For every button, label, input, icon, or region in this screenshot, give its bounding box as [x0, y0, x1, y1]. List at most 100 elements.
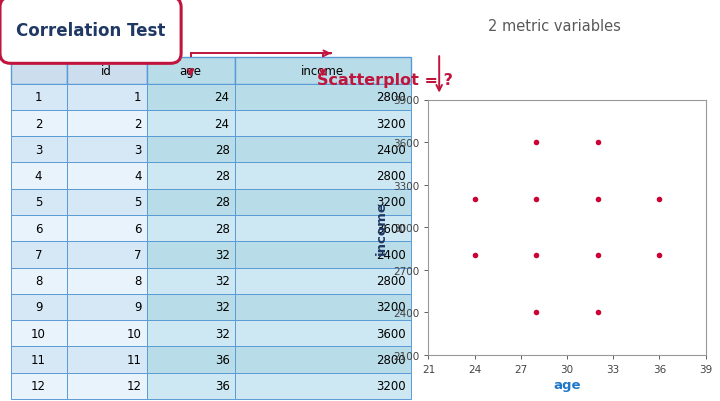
Text: 3600: 3600: [376, 222, 405, 235]
Point: [531, 253, 542, 259]
Bar: [147, 294, 235, 320]
Bar: [66, 346, 147, 373]
Text: 7: 7: [35, 248, 42, 261]
Bar: [235, 84, 410, 111]
Bar: [11, 111, 66, 137]
Bar: [66, 373, 147, 399]
Bar: [11, 242, 66, 268]
Y-axis label: income: income: [374, 200, 387, 255]
Bar: [66, 58, 147, 84]
Text: age: age: [179, 65, 202, 78]
Bar: [66, 137, 147, 163]
Bar: [11, 268, 66, 294]
Text: 3200: 3200: [376, 301, 405, 314]
Point: [469, 253, 480, 259]
Text: 2: 2: [35, 117, 42, 130]
Text: 1: 1: [35, 91, 42, 104]
Point: [654, 196, 665, 203]
Point: [469, 196, 480, 203]
Bar: [235, 294, 410, 320]
Bar: [11, 373, 66, 399]
Bar: [11, 346, 66, 373]
Bar: [235, 137, 410, 163]
Text: 28: 28: [215, 144, 230, 156]
Text: 11: 11: [31, 353, 46, 366]
Text: 3200: 3200: [376, 196, 405, 209]
Bar: [235, 242, 410, 268]
Text: 7: 7: [134, 248, 142, 261]
Text: 32: 32: [215, 275, 230, 288]
Text: 8: 8: [35, 275, 42, 288]
Bar: [66, 189, 147, 215]
Bar: [66, 320, 147, 346]
Text: 3200: 3200: [376, 379, 405, 392]
Text: 12: 12: [127, 379, 142, 392]
Point: [592, 253, 603, 259]
Bar: [66, 268, 147, 294]
Text: 2800: 2800: [376, 91, 405, 104]
X-axis label: age: age: [553, 378, 581, 391]
Point: [531, 309, 542, 316]
Bar: [66, 163, 147, 189]
Text: 3: 3: [134, 144, 142, 156]
Text: 9: 9: [35, 301, 42, 314]
Bar: [147, 320, 235, 346]
Text: 4: 4: [134, 170, 142, 182]
Bar: [66, 215, 147, 242]
Text: 24: 24: [215, 117, 230, 130]
Text: 28: 28: [215, 222, 230, 235]
Bar: [147, 268, 235, 294]
Text: 3600: 3600: [376, 327, 405, 340]
Bar: [235, 320, 410, 346]
Bar: [11, 58, 66, 84]
Text: id: id: [101, 65, 112, 78]
Text: 9: 9: [134, 301, 142, 314]
Point: [531, 140, 542, 146]
Bar: [11, 137, 66, 163]
Bar: [235, 111, 410, 137]
Text: 24: 24: [215, 91, 230, 104]
Text: 11: 11: [127, 353, 142, 366]
Text: 10: 10: [31, 327, 46, 340]
Bar: [235, 346, 410, 373]
Bar: [147, 84, 235, 111]
Bar: [66, 242, 147, 268]
Bar: [11, 215, 66, 242]
Text: 28: 28: [215, 196, 230, 209]
Bar: [11, 84, 66, 111]
Bar: [147, 215, 235, 242]
Text: 2800: 2800: [376, 353, 405, 366]
Text: 2800: 2800: [376, 170, 405, 182]
Bar: [11, 294, 66, 320]
Text: 28: 28: [215, 170, 230, 182]
Bar: [11, 189, 66, 215]
Point: [592, 309, 603, 316]
Bar: [11, 320, 66, 346]
Text: 5: 5: [134, 196, 142, 209]
Text: 6: 6: [35, 222, 42, 235]
Text: 5: 5: [35, 196, 42, 209]
Bar: [235, 163, 410, 189]
Text: 8: 8: [134, 275, 142, 288]
Bar: [235, 58, 410, 84]
Bar: [147, 373, 235, 399]
Text: Scatterplot = ?: Scatterplot = ?: [318, 73, 453, 88]
Text: 36: 36: [215, 353, 230, 366]
Text: 2800: 2800: [376, 275, 405, 288]
Text: 2400: 2400: [376, 144, 405, 156]
Bar: [147, 163, 235, 189]
Bar: [235, 189, 410, 215]
Text: income: income: [301, 65, 344, 78]
Text: 32: 32: [215, 301, 230, 314]
Bar: [235, 215, 410, 242]
Point: [654, 253, 665, 259]
Text: Correlation Test: Correlation Test: [16, 22, 166, 39]
Text: 3200: 3200: [376, 117, 405, 130]
Point: [592, 140, 603, 146]
Bar: [147, 189, 235, 215]
Bar: [11, 163, 66, 189]
Bar: [235, 268, 410, 294]
Text: 3: 3: [35, 144, 42, 156]
FancyBboxPatch shape: [0, 0, 181, 64]
Bar: [66, 111, 147, 137]
